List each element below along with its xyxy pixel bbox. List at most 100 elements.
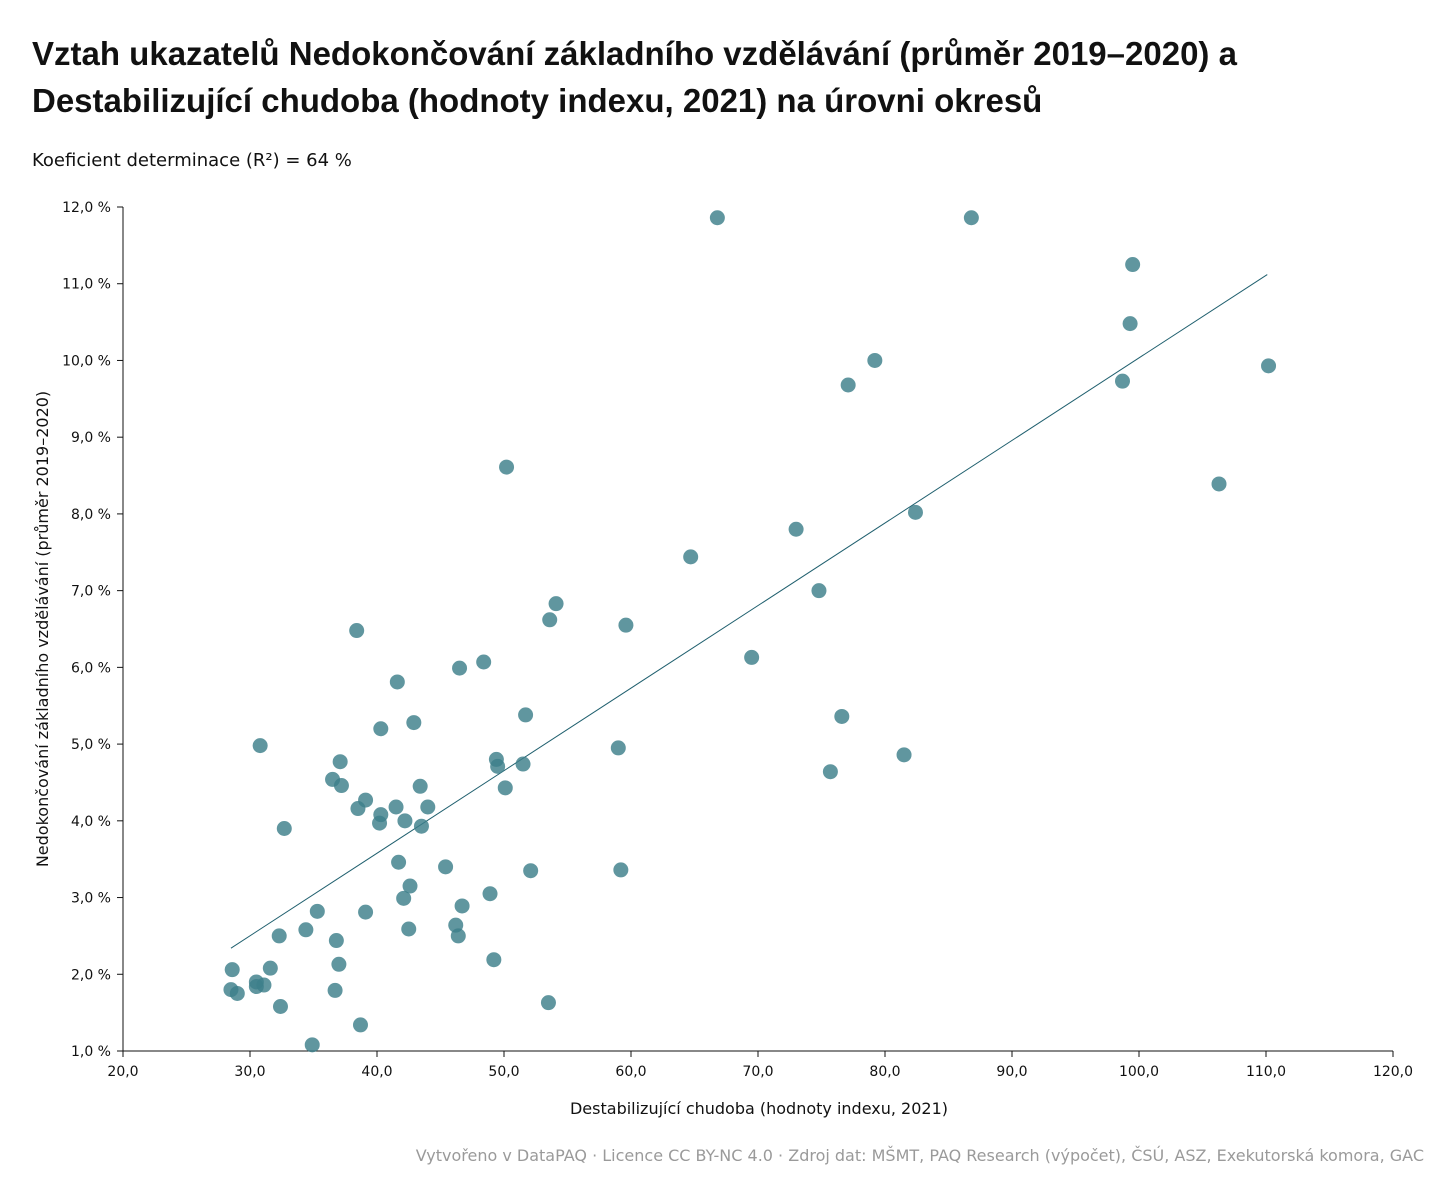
y-tick-label: 1,0 % [71, 1044, 111, 1060]
y-tick-label: 2,0 % [71, 967, 111, 983]
data-point [276, 820, 292, 836]
data-point [542, 612, 558, 628]
data-point [252, 738, 268, 754]
trend-layer [230, 274, 1268, 949]
data-point [401, 921, 417, 937]
data-point [333, 778, 349, 794]
data-point [540, 995, 556, 1011]
data-point [397, 813, 413, 829]
footer-credits: Vytvořeno v DataPAQ · Licence CC BY-NC 4… [415, 1146, 1424, 1165]
data-point [499, 459, 515, 475]
chart-subtitle: Koeficient determinace (R²) = 64 % [32, 150, 352, 171]
data-point [349, 623, 365, 639]
data-point [490, 758, 506, 774]
y-axis-label: Nedokončování základního vzdělávání (prů… [33, 391, 52, 867]
data-point [328, 933, 344, 949]
data-point [331, 956, 347, 972]
data-point [811, 583, 827, 599]
chart-title: Vztah ukazatelů Nedokončování základního… [32, 35, 1237, 119]
x-tick-label: 40,0 [361, 1064, 392, 1080]
y-tick-label: 12,0 % [62, 200, 111, 216]
data-point [523, 863, 539, 879]
trend-line [230, 274, 1268, 949]
x-tick-label: 60,0 [615, 1064, 646, 1080]
y-tick-label: 4,0 % [71, 814, 111, 830]
data-point [896, 747, 912, 763]
data-point [454, 898, 470, 914]
data-point [907, 504, 923, 520]
data-point [822, 764, 838, 780]
y-tick-label: 3,0 % [71, 891, 111, 907]
data-point [271, 928, 287, 944]
data-point [350, 801, 366, 817]
data-point [388, 799, 404, 815]
data-point [332, 754, 348, 770]
data-point [309, 903, 325, 919]
data-point [548, 596, 564, 612]
data-point [788, 521, 804, 537]
data-point [304, 1037, 320, 1053]
data-point [224, 962, 240, 978]
data-point [406, 715, 422, 731]
chart-axes: 20,0 30,0 40,0 50,0 60,0 70,0 80,0 90,0 100,0 110… [62, 200, 1413, 1080]
y-tick-label: 10,0 % [62, 353, 111, 369]
x-tick-label: 50,0 [488, 1064, 519, 1080]
data-point [413, 818, 429, 834]
data-point [420, 799, 436, 815]
data-point [256, 977, 272, 993]
data-point [412, 778, 428, 794]
x-tick-label: 90,0 [996, 1064, 1027, 1080]
data-point [476, 654, 492, 670]
data-point [358, 904, 374, 920]
data-point [402, 878, 418, 894]
data-point [262, 960, 278, 976]
data-point [867, 352, 883, 368]
x-tick-label: 30,0 [234, 1064, 265, 1080]
data-point [352, 1017, 368, 1033]
data-point [618, 617, 634, 633]
data-point [963, 210, 979, 226]
data-point [1261, 358, 1277, 374]
data-point [709, 210, 725, 226]
data-point [482, 886, 498, 902]
data-point [834, 708, 850, 724]
data-point [372, 815, 388, 831]
y-tick-label: 5,0 % [71, 737, 111, 753]
x-tick-label: 70,0 [742, 1064, 773, 1080]
data-point [272, 998, 288, 1014]
x-tick-label: 100,0 [1119, 1064, 1159, 1080]
points-layer [223, 210, 1277, 1053]
data-point [486, 952, 502, 968]
x-tick-label: 20,0 [107, 1064, 138, 1080]
data-point [389, 674, 405, 690]
data-point [610, 740, 626, 756]
data-point [438, 859, 454, 875]
data-point [373, 721, 389, 737]
data-point [497, 780, 513, 796]
y-tick-label: 9,0 % [71, 430, 111, 446]
y-tick-label: 6,0 % [71, 660, 111, 676]
data-point [1211, 476, 1227, 492]
x-axis-label: Destabilizující chudoba (hodnoty indexu,… [570, 1099, 948, 1118]
data-point [613, 862, 629, 878]
data-point [298, 922, 314, 938]
data-point [229, 985, 245, 1001]
data-point [1114, 373, 1130, 389]
data-point [840, 377, 856, 393]
data-point [1125, 257, 1141, 273]
data-point [683, 549, 699, 565]
x-tick-label: 120,0 [1373, 1064, 1413, 1080]
x-tick-label: 80,0 [869, 1064, 900, 1080]
data-point [515, 756, 531, 772]
data-point [518, 707, 534, 723]
data-point [452, 660, 468, 676]
data-point [744, 649, 760, 665]
y-tick-label: 11,0 % [62, 277, 111, 293]
data-point [327, 982, 343, 998]
data-point [450, 928, 466, 944]
y-tick-label: 7,0 % [71, 584, 111, 600]
data-point [391, 854, 407, 870]
y-tick-label: 8,0 % [71, 507, 111, 523]
data-point [1122, 316, 1138, 332]
